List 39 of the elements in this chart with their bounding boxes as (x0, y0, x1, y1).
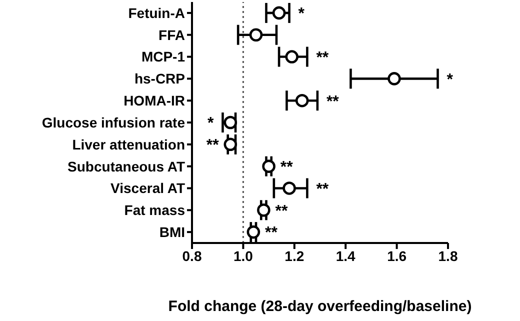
y-tick-label: Glucose infusion rate (42, 114, 186, 130)
point (246, 225, 260, 239)
point (257, 203, 270, 217)
point (262, 160, 276, 173)
x-axis-title: Fold change (28-day overfeeding/baseline) (168, 298, 472, 315)
data-label: ** (275, 202, 288, 220)
point (388, 72, 401, 86)
point (282, 182, 296, 195)
y-tick-label: FFA (158, 26, 185, 43)
point (224, 138, 238, 152)
data-label: * (446, 71, 454, 88)
y-tick-label: MCP-1 (141, 48, 186, 65)
x-tick-label: 1.4 (336, 248, 356, 264)
x-tick-label: 1.8 (438, 248, 458, 264)
y-tick-label: Liver attenuation (72, 136, 185, 152)
point (295, 94, 309, 108)
x-tick-label: 1.6 (387, 248, 407, 264)
data-label: ** (280, 159, 294, 176)
data-label: * (207, 115, 214, 132)
y-tick-label: hs-CRP (134, 70, 185, 87)
x-tick-label: 0.8 (182, 248, 202, 264)
x-tick-label: 1.0 (233, 248, 254, 264)
data-label: * (298, 6, 306, 23)
data-label: ** (265, 224, 278, 242)
data-label: ** (206, 137, 220, 154)
point (285, 50, 298, 64)
y-tick-label: HOMA-IR (124, 92, 185, 109)
y-tick-label: Subcutaneous AT (68, 158, 186, 174)
y-tick-label: Fat mass (124, 202, 186, 218)
point (224, 116, 238, 130)
y-tick-label: Fetuin-A (128, 4, 185, 21)
point (272, 6, 286, 20)
x-tick-label: 1.2 (284, 248, 304, 264)
y-tick-label: BMI (159, 224, 185, 240)
data-label: ** (326, 93, 340, 110)
y-tick-label: Visceral AT (110, 180, 186, 196)
point (249, 28, 263, 42)
data-label: ** (316, 49, 330, 66)
data-label: ** (316, 180, 330, 198)
